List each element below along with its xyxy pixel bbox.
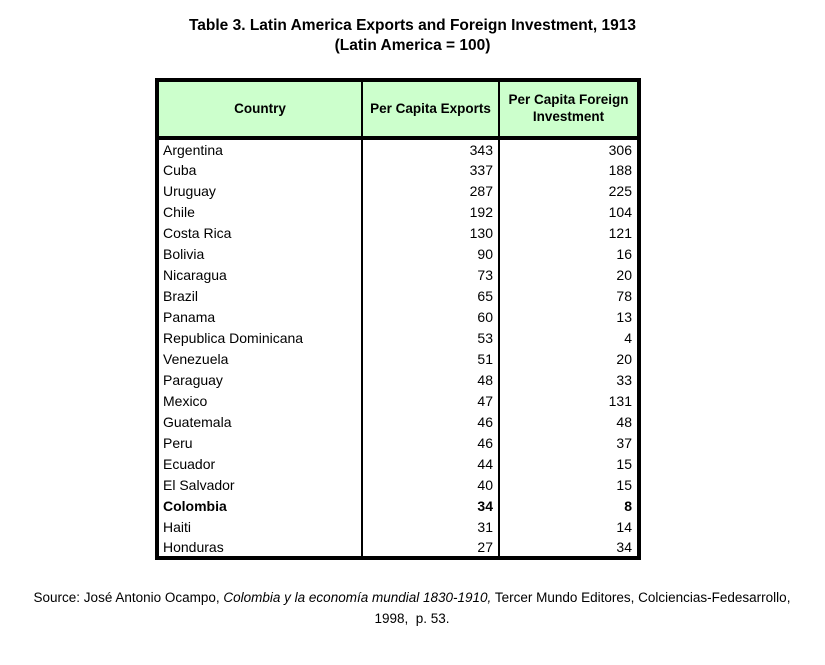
investment-cell: 20: [498, 264, 639, 285]
investment-cell: 15: [498, 453, 639, 474]
table-row: Uruguay 287 225: [157, 180, 639, 201]
exports-cell: 47: [361, 390, 499, 411]
table-row: Venezuela 51 20: [157, 348, 639, 369]
investment-cell: 225: [498, 180, 639, 201]
investment-cell: 306: [498, 138, 639, 159]
exports-cell: 343: [361, 138, 499, 159]
exports-cell: 48: [361, 369, 499, 390]
table-row: Bolivia 90 16: [157, 243, 639, 264]
table-row: Peru 46 37: [157, 432, 639, 453]
country-cell: Argentina: [163, 141, 223, 158]
table-row: Nicaragua 73 20: [157, 264, 639, 285]
exports-cell: 337: [361, 159, 499, 180]
investment-cell: 48: [498, 411, 639, 432]
table-row: Chile 192 104: [157, 201, 639, 222]
table-title-line2: (Latin America = 100): [334, 37, 491, 55]
table-title-line1: Table 3. Latin America Exports and Forei…: [188, 17, 637, 34]
exports-cell: 46: [361, 432, 499, 453]
table-row: Argentina 343 306: [157, 138, 639, 159]
table-container: Country Per Capita Exports Per Capita Fo…: [155, 78, 641, 560]
exports-cell: 60: [361, 306, 499, 327]
table-row: Haiti 31 14: [157, 516, 639, 537]
table-row: Paraguay 48 33: [157, 369, 639, 390]
country-cell: Republica Dominicana: [163, 329, 304, 346]
exports-cell: 53: [361, 327, 499, 348]
table-row: Mexico 47 131: [157, 390, 639, 411]
investment-cell: 20: [498, 348, 639, 369]
table-title: Table 3. Latin America Exports and Forei…: [0, 0, 825, 56]
country-cell: Paraguay: [163, 371, 223, 388]
country-cell: Haiti: [163, 518, 192, 535]
investment-cell: 8: [498, 495, 639, 516]
country-cell: Bolivia: [163, 245, 205, 262]
exports-cell: 51: [361, 348, 499, 369]
country-cell: Costa Rica: [163, 224, 232, 241]
exports-cell: 27: [361, 537, 499, 558]
exports-cell: 90: [361, 243, 499, 264]
country-cell: Panama: [163, 308, 216, 325]
country-cell: Ecuador: [163, 455, 216, 472]
exports-cell: 65: [361, 285, 499, 306]
exports-cell: 31: [361, 516, 499, 537]
source-work-title: Colombia y la economía mundial 1830-1910…: [223, 590, 492, 605]
investment-cell: 14: [498, 516, 639, 537]
country-cell: Venezuela: [163, 350, 229, 367]
data-table: Country Per Capita Exports Per Capita Fo…: [155, 78, 641, 560]
country-cell: Guatemala: [163, 413, 232, 430]
table-row: Cuba 337 188: [157, 159, 639, 180]
source-suffix: Tercer Mundo Editores, Colciencias-Fedes…: [374, 590, 795, 626]
exports-cell: 192: [361, 201, 499, 222]
exports-cell: 46: [361, 411, 499, 432]
table-row: El Salvador 40 15: [157, 474, 639, 495]
investment-cell: 34: [498, 537, 639, 558]
country-cell: Cuba: [163, 161, 197, 178]
header-per-capita-foreign-investment: Per Capita Foreign Investment: [498, 80, 639, 140]
table-row: Brazil 65 78: [157, 285, 639, 306]
investment-cell: 15: [498, 474, 639, 495]
investment-cell: 37: [498, 432, 639, 453]
exports-cell: 73: [361, 264, 499, 285]
table-row: Colombia 34 8: [157, 495, 639, 516]
investment-cell: 104: [498, 201, 639, 222]
investment-cell: 4: [498, 327, 639, 348]
investment-cell: 33: [498, 369, 639, 390]
source-citation: Source: José Antonio Ocampo, Colombia y …: [17, 588, 807, 630]
table-body: Argentina 343 306 Cuba 337 188 Uruguay 287 225 Ch…: [157, 138, 639, 558]
table-row: Panama 60 13: [157, 306, 639, 327]
header-country: Country: [157, 80, 362, 140]
investment-cell: 78: [498, 285, 639, 306]
header-per-capita-exports: Per Capita Exports: [361, 80, 499, 140]
country-cell: Honduras: [163, 538, 224, 555]
exports-cell: 40: [361, 474, 499, 495]
investment-cell: 16: [498, 243, 639, 264]
table-row: Republica Dominicana 53 4: [157, 327, 639, 348]
country-cell: Peru: [163, 434, 193, 451]
country-cell: Mexico: [163, 392, 208, 409]
table-row: Honduras 27 34: [157, 537, 639, 558]
exports-cell: 34: [361, 495, 499, 516]
country-cell: Brazil: [163, 287, 199, 304]
investment-cell: 188: [498, 159, 639, 180]
investment-cell: 13: [498, 306, 639, 327]
country-cell: El Salvador: [163, 476, 235, 493]
country-cell: Nicaragua: [163, 266, 227, 283]
exports-cell: 287: [361, 180, 499, 201]
table-row: Guatemala 46 48: [157, 411, 639, 432]
exports-cell: 130: [361, 222, 499, 243]
source-prefix: Source: José Antonio Ocampo,: [33, 590, 224, 605]
table-row: Ecuador 44 15: [157, 453, 639, 474]
table-header: Country Per Capita Exports Per Capita Fo…: [157, 80, 639, 140]
investment-cell: 131: [498, 390, 639, 411]
exports-cell: 44: [361, 453, 499, 474]
country-cell: Uruguay: [163, 182, 216, 199]
table-row: Costa Rica 130 121: [157, 222, 639, 243]
country-cell: Colombia: [163, 497, 227, 514]
country-cell: Chile: [163, 203, 195, 220]
investment-cell: 121: [498, 222, 639, 243]
